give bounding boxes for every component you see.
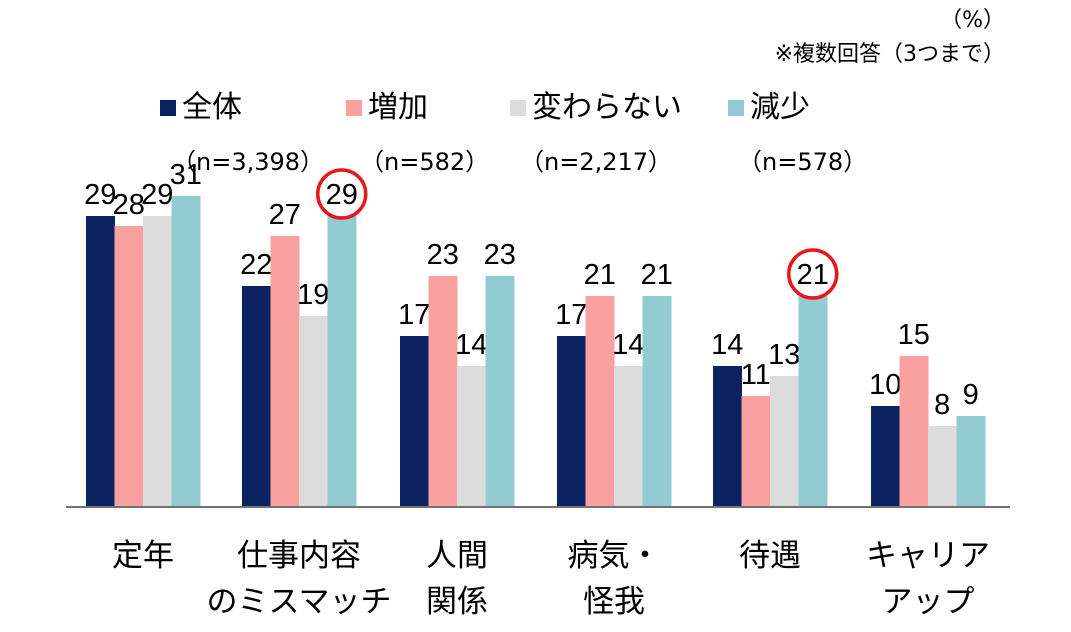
legend-n-decrease: （n=578） [738,148,868,176]
data-label-all-5: 10 [869,369,901,401]
bar-all-4 [713,366,742,506]
bar-unchanged-1 [299,316,328,506]
unit-label: （%） [940,8,1005,33]
data-label-unchanged-4: 13 [768,339,800,371]
bar-all-1 [242,286,271,506]
legend-swatch-increase [346,100,362,116]
bar-all-3 [557,336,586,506]
bar-all-5 [871,406,900,506]
legend: 全体 増加 変わらない 減少 （n=3,398） （n=582） （n=2,21… [160,88,880,178]
data-label-unchanged-2: 14 [455,329,487,361]
category-label-1-1: のミスマッチ [206,584,391,620]
bar-unchanged-3 [614,366,643,506]
bar-decrease-4 [798,296,828,506]
data-label-all-4: 14 [711,329,743,361]
data-label-unchanged-3: 14 [612,329,644,361]
data-label-decrease-1: 29 [326,179,358,211]
bar-increase-2 [428,276,458,506]
bar-increase-0 [114,226,144,506]
category-label-3-0: 病気・ [568,538,661,574]
legend-n-unchanged: （n=2,217） [520,148,673,176]
bar-increase-3 [585,296,615,506]
data-label-increase-4: 11 [741,359,771,391]
category-label-3-1: 怪我 [583,584,645,620]
bar-increase-4 [741,396,771,506]
legend-swatch-unchanged [510,100,526,116]
bar-unchanged-0 [143,216,172,506]
category-label-5-1: アップ [882,584,975,620]
legend-n-increase: （n=582） [360,148,490,176]
data-label-unchanged-5: 8 [934,389,950,421]
legend-label-all: 全体 [182,90,242,125]
data-label-decrease-2: 23 [484,239,516,271]
data-label-all-0: 29 [84,179,116,211]
legend-swatch-all [160,100,176,116]
highlight-circle-4 [787,248,839,300]
bar-decrease-3 [642,296,672,506]
bar-decrease-1 [327,216,357,506]
bar-decrease-5 [956,416,986,506]
data-label-decrease-0: 31 [170,159,202,191]
bar-decrease-2 [485,276,515,506]
bar-increase-1 [270,236,300,506]
data-label-unchanged-1: 19 [297,279,329,311]
legend-label-increase: 増加 [368,90,428,125]
data-label-increase-1: 27 [269,199,301,231]
multiple-answer-note: ※複数回答（3つまで） [774,42,1005,67]
data-label-all-1: 22 [240,249,272,281]
category-label-0-0: 定年 [112,538,174,574]
bar-all-0 [86,216,115,506]
bar-increase-5 [899,356,929,506]
category-label-1-0: 仕事内容 [237,538,361,574]
legend-label-unchanged: 変わらない [532,90,682,125]
data-label-decrease-5: 9 [963,379,979,411]
data-label-all-3: 17 [555,299,587,331]
category-label-2-1: 関係 [426,584,488,620]
legend-label-decrease: 減少 [750,90,810,125]
category-label-5-0: キャリア [866,538,990,574]
data-label-increase-2: 23 [427,239,459,271]
legend-item-increase: 増加 [346,88,428,128]
data-label-unchanged-0: 29 [141,179,173,211]
bar-all-2 [400,336,429,506]
data-label-decrease-4: 21 [797,259,829,291]
bar-unchanged-4 [770,376,799,506]
category-label-2-0: 人間 [426,538,488,574]
data-label-decrease-3: 21 [641,259,673,291]
data-label-increase-3: 21 [584,259,616,291]
legend-item-unchanged: 変わらない [510,88,682,128]
data-label-all-2: 17 [398,299,430,331]
legend-item-decrease: 減少 [728,88,810,128]
bar-decrease-0 [171,196,201,506]
data-label-increase-0: 28 [113,189,145,221]
category-label-4-0: 待遇 [739,538,801,574]
data-label-increase-5: 15 [898,319,930,351]
bar-unchanged-2 [457,366,486,506]
highlight-circle-1 [316,168,368,220]
bar-unchanged-5 [928,426,957,506]
legend-swatch-decrease [728,100,744,116]
legend-n-all: （n=3,398） [172,148,325,176]
legend-item-all: 全体 [160,88,242,128]
